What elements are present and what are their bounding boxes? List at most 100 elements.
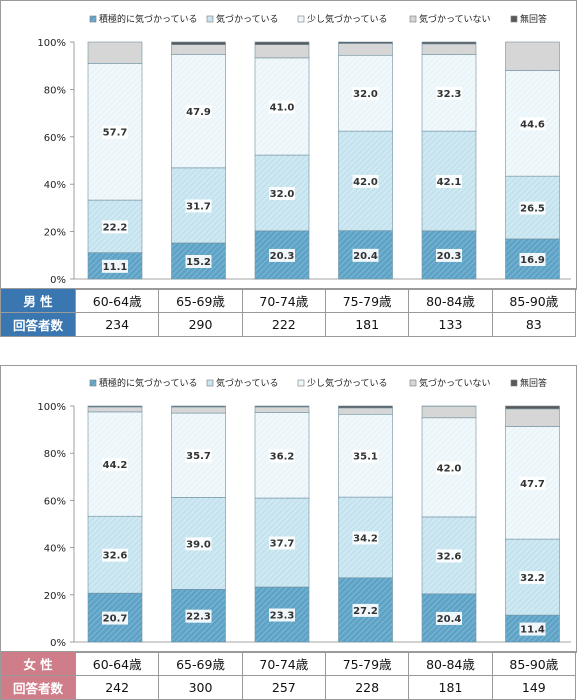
y-tick-label: 0%: [50, 275, 66, 286]
data-label-bg: [185, 449, 212, 463]
category-label: 65-69歳: [158, 288, 243, 313]
legend-swatch: [206, 15, 214, 23]
data-label-bg: [519, 201, 546, 215]
legend-swatch: [206, 379, 214, 387]
y-tick-label: 100%: [37, 402, 66, 413]
data-label-bg: [352, 248, 379, 262]
category-label: 70-74歳: [241, 651, 326, 676]
data-label-bg: [436, 86, 462, 100]
legend-label: 気づかっている: [216, 377, 279, 389]
bar-segment: [254, 406, 310, 413]
data-label-bg: [269, 536, 295, 550]
legend-item: 少し気づかっている: [297, 377, 388, 389]
bar-segment: [254, 405, 310, 408]
bar-segment: [87, 406, 143, 413]
data-label: 32.6: [437, 551, 462, 562]
legend-label: 少し気づかっている: [307, 13, 388, 25]
data-label: 42.0: [353, 177, 378, 188]
category-label: 60-64歳: [74, 288, 160, 313]
bar-segment: [421, 41, 477, 45]
data-label: 39.0: [186, 539, 211, 550]
legend-swatch: [409, 15, 417, 23]
chart-panel-female: 積極的に気づかっている 気づかっている 少し気づかっている 気づかっていない 無回答 0%…: [0, 365, 577, 700]
bar-segment: [338, 43, 393, 56]
data-label: 44.2: [103, 460, 128, 471]
data-label-bg: [519, 476, 546, 490]
data-label-bg: [519, 252, 546, 266]
legend-item: 積極的に気づかっている: [89, 13, 198, 25]
category-label: 80-84歳: [408, 651, 493, 676]
data-label-bg: [436, 461, 462, 475]
data-label: 16.9: [520, 255, 545, 266]
data-label-bg: [269, 608, 295, 622]
legend-swatch: [409, 379, 417, 387]
legend-item: 気づかっていない: [409, 377, 491, 389]
y-tick-label: 80%: [44, 85, 66, 96]
respondent-count: 181: [408, 675, 493, 700]
data-label-bg: [352, 87, 379, 101]
data-label: 42.0: [437, 463, 462, 474]
data-label: 36.2: [270, 451, 295, 462]
legend-swatch: [89, 15, 97, 23]
data-label-bg: [185, 254, 212, 268]
data-label-bg: [352, 603, 379, 617]
y-tick-label: 0%: [50, 638, 66, 649]
data-label: 44.6: [520, 119, 545, 130]
legend-item: 少し気づかっている: [297, 13, 388, 25]
respondent-count: 242: [74, 675, 160, 700]
bar-segment: [505, 41, 560, 71]
table-male: 男 性 60-64歳 65-69歳 70-74歳 75-79歳 80-84歳 8…: [0, 288, 577, 337]
y-tick-label: 80%: [44, 449, 66, 460]
table-row-age: 女 性 60-64歳 65-69歳 70-74歳 75-79歳 80-84歳 8…: [0, 651, 577, 676]
legend-swatch: [510, 15, 518, 23]
chart-male: 積極的に気づかっている 気づかっている 少し気づかっている 気づかっていない 無回答 0%…: [0, 0, 577, 290]
y-tick-label: 40%: [44, 180, 66, 191]
bar-segment: [87, 41, 143, 64]
legend-label: 気づかっている: [216, 13, 279, 25]
data-label: 27.2: [353, 606, 378, 617]
data-label: 11.4: [520, 625, 545, 636]
table-row-count: 回答者数 234 290 222 181 133 83: [0, 312, 577, 337]
data-label: 34.2: [353, 533, 378, 544]
bar-segment: [338, 405, 393, 409]
y-tick-label: 20%: [44, 591, 66, 602]
legend-item: 無回答: [510, 377, 547, 389]
category-label: 75-79歳: [324, 288, 410, 313]
chart-female: 積極的に気づかっている 気づかっている 少し気づかっている 気づかっていない 無回答 0%…: [0, 365, 577, 653]
legend-swatch: [297, 379, 305, 387]
data-label-bg: [436, 175, 462, 189]
legend-item: 気づかっている: [206, 377, 279, 389]
data-label: 32.2: [520, 573, 545, 584]
data-label: 47.9: [186, 107, 211, 118]
data-label-bg: [102, 259, 128, 273]
data-label-bg: [185, 609, 212, 623]
bar-segment: [171, 44, 226, 55]
data-label-bg: [185, 105, 212, 119]
category-label: 85-90歳: [491, 288, 577, 313]
bar-segment: [338, 41, 393, 44]
respondent-count: 257: [241, 675, 326, 700]
data-label: 47.7: [520, 479, 545, 490]
category-label: 85-90歳: [491, 651, 577, 676]
legend-label: 無回答: [520, 377, 547, 389]
data-label-bg: [185, 199, 212, 213]
data-label: 20.4: [437, 614, 462, 625]
data-label: 37.7: [270, 539, 295, 550]
y-tick-label: 100%: [37, 38, 66, 49]
respondent-count: 83: [491, 312, 577, 337]
data-label: 20.7: [103, 614, 128, 625]
bar-segment: [171, 405, 226, 408]
legend-item: 気づかっていない: [409, 13, 491, 25]
respondent-count: 149: [491, 675, 577, 700]
data-label: 41.0: [270, 102, 295, 113]
data-label: 31.7: [186, 201, 211, 212]
data-label-bg: [102, 548, 128, 562]
category-label: 65-69歳: [158, 651, 243, 676]
data-label-bg: [436, 611, 462, 625]
bar-segment: [505, 408, 560, 427]
data-label: 42.1: [437, 177, 462, 188]
respondent-count: 290: [158, 312, 243, 337]
data-label-bg: [185, 537, 212, 551]
data-label: 32.3: [437, 89, 462, 100]
legend-label: 無回答: [520, 13, 547, 25]
